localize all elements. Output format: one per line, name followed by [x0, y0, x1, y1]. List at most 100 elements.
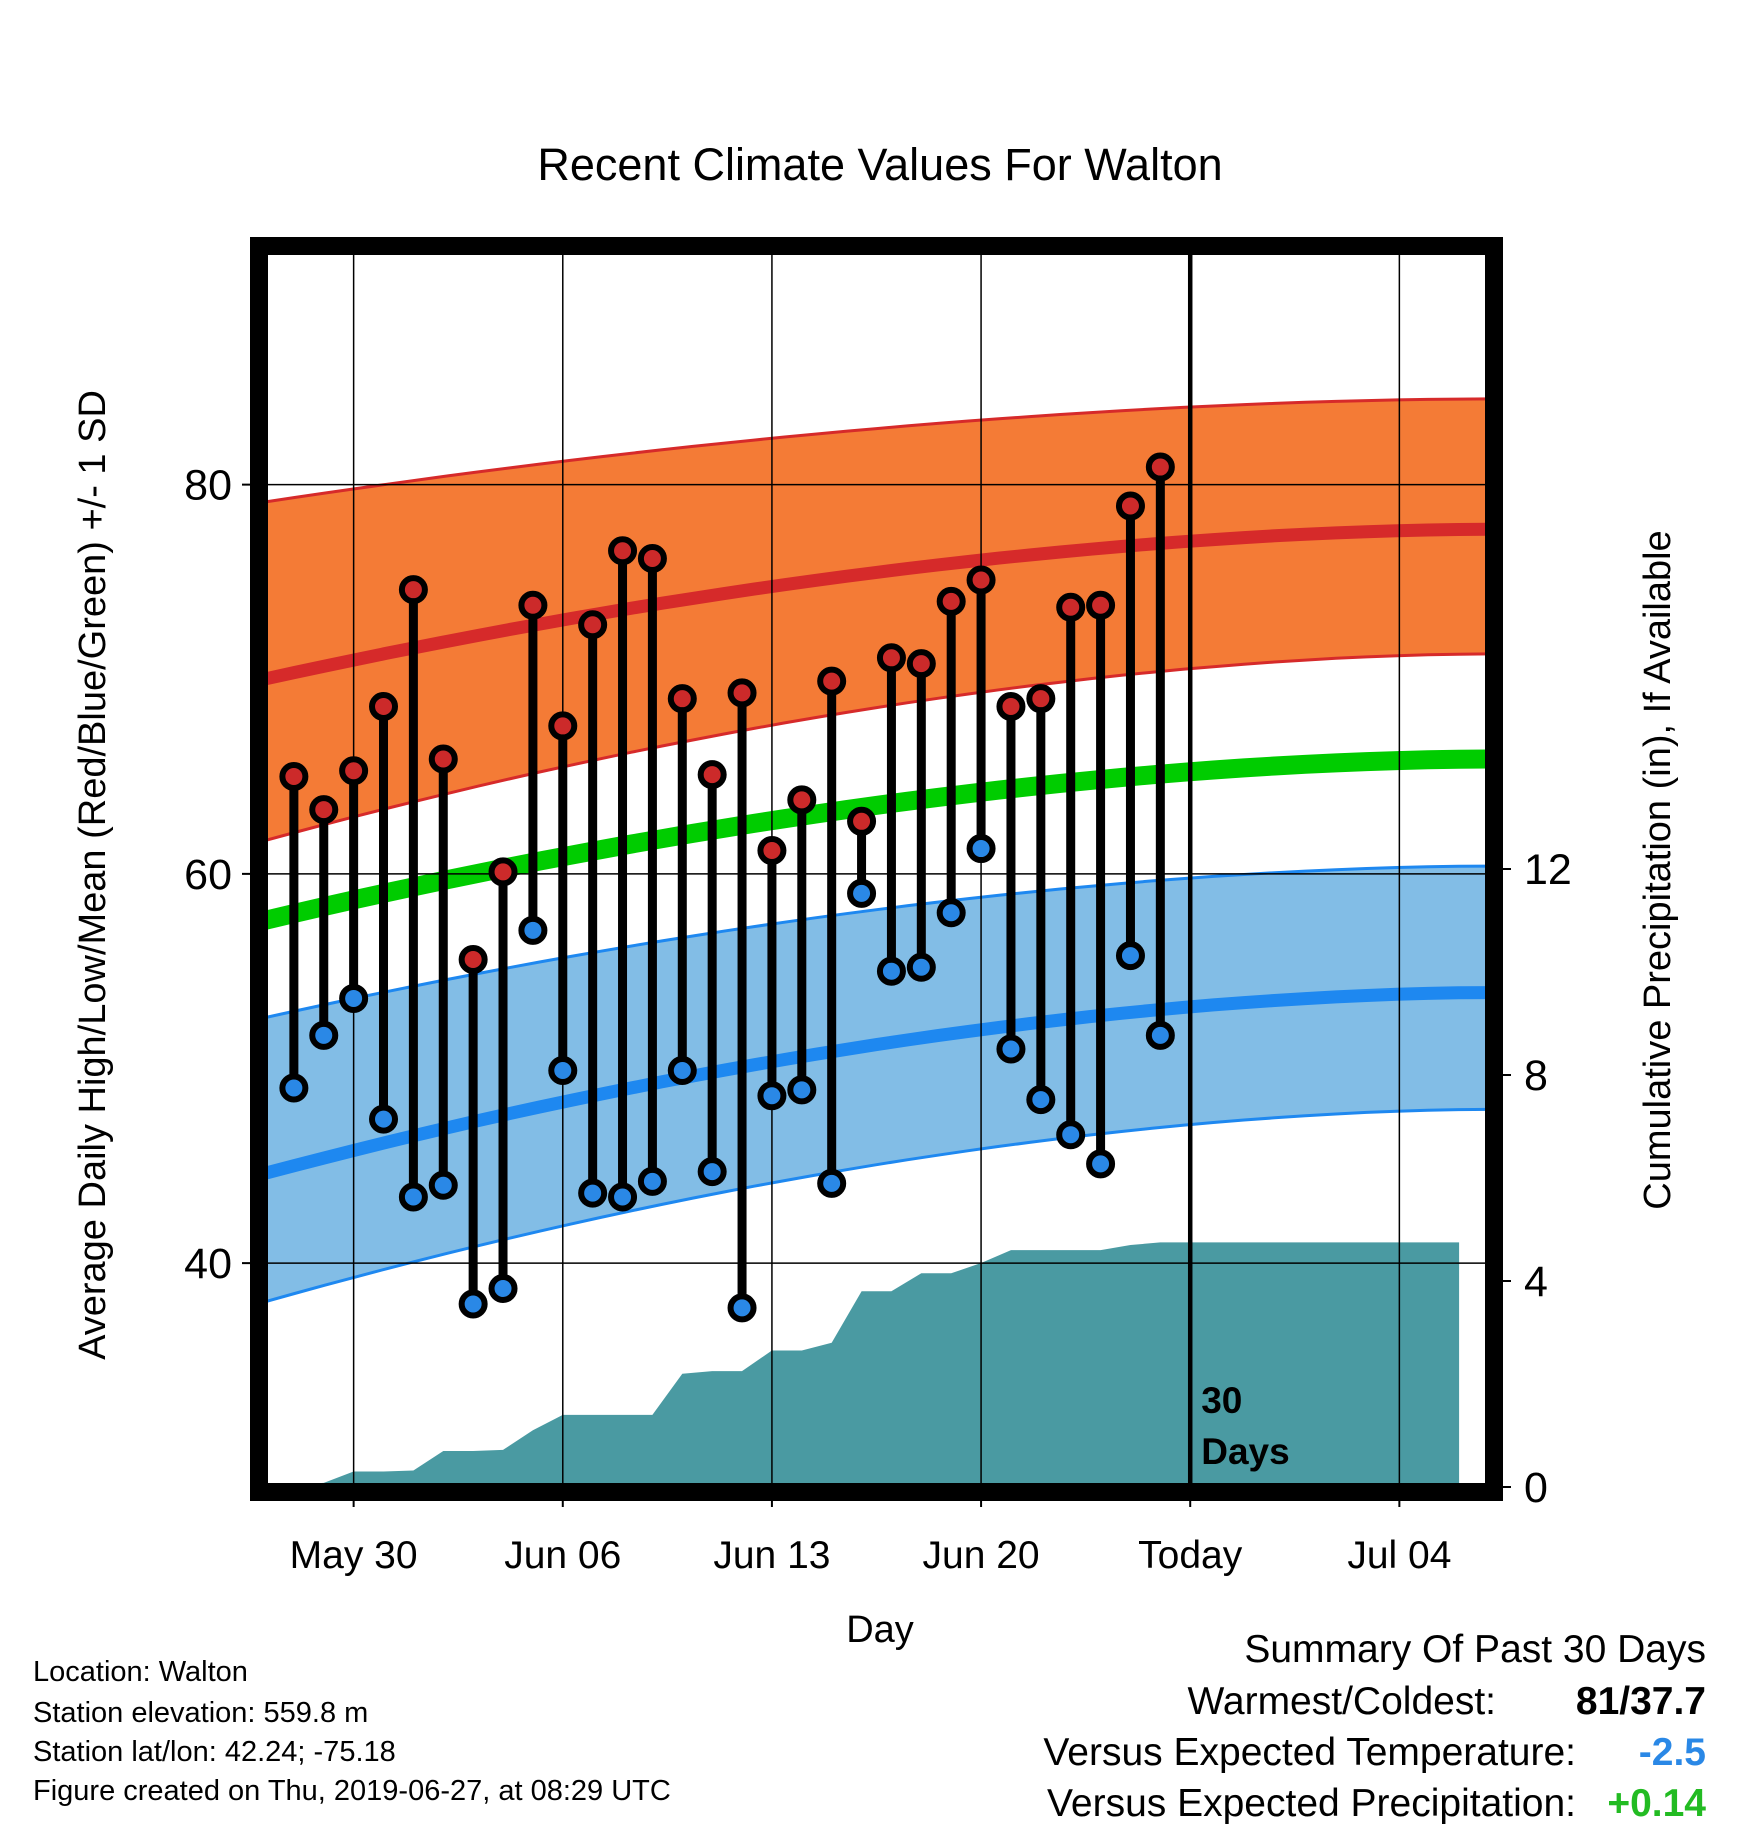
latlon-text: Station lat/lon: 42.24; -75.18 — [33, 1736, 396, 1768]
daily-low-point — [787, 1075, 817, 1105]
daily-high-point — [1026, 684, 1056, 714]
daily-high-point — [578, 610, 608, 640]
normal-low-line — [262, 986, 1490, 1180]
y-left-tick-label: 80 — [184, 462, 232, 510]
daily-low-point — [697, 1157, 727, 1187]
precip-value: +0.14 — [1607, 1782, 1706, 1825]
daily-high-point — [369, 691, 399, 721]
daily-high-point — [876, 643, 906, 673]
y-left-tick-label: 60 — [184, 851, 232, 899]
temp-label: Versus Expected Temperature: — [1043, 1731, 1576, 1774]
daily-low-point — [1026, 1085, 1056, 1115]
daily-low-point — [727, 1293, 757, 1323]
daily-low-point — [1056, 1120, 1086, 1150]
daily-low-point — [966, 834, 996, 864]
daily-low-point — [578, 1178, 608, 1208]
chart-title: Recent Climate Values For Walton — [537, 139, 1222, 190]
summary-heading: Summary Of Past 30 Days — [1244, 1628, 1706, 1671]
plot-area: 30 Days 40 60 80 0 4 8 12 May 30 Jun 06 Jun 13 Jun 2… — [184, 237, 1572, 1577]
daily-low-point — [608, 1182, 638, 1212]
daily-low-point — [847, 878, 877, 908]
x-tick-label: Jun 20 — [923, 1534, 1040, 1577]
normal-high-line — [262, 522, 1490, 686]
normal-low-band — [264, 866, 1489, 1303]
y-axis-left-label: Average Daily High/Low/Mean (Red/Blue/Gr… — [72, 390, 114, 1360]
daily-high-point — [398, 575, 428, 605]
daily-high-point — [757, 836, 787, 866]
daily-high-point — [339, 756, 369, 786]
daily-high-point — [787, 785, 817, 815]
daily-low-point — [369, 1104, 399, 1134]
daily-low-point — [996, 1034, 1026, 1064]
today-marker-label: 30 — [1201, 1380, 1242, 1421]
daily-low-point — [637, 1166, 667, 1196]
normal-low-band-upper-edge — [263, 864, 1490, 1020]
x-tick-label: Jun 13 — [713, 1534, 830, 1577]
daily-low-point — [548, 1055, 578, 1085]
daily-low-point — [1086, 1149, 1116, 1179]
y-right-tick-label: 8 — [1524, 1052, 1548, 1100]
daily-low-point — [518, 915, 548, 945]
x-tick-label: May 30 — [290, 1534, 418, 1577]
normal-high-band-lower-edge — [263, 652, 1490, 843]
daily-high-point — [1145, 452, 1175, 482]
y-right-tick-label: 12 — [1524, 846, 1572, 894]
daily-high-point — [548, 711, 578, 741]
daily-high-point — [966, 565, 996, 595]
daily-low-point — [817, 1168, 847, 1198]
daily-low-point — [667, 1055, 697, 1085]
daily-high-point — [518, 590, 548, 620]
daily-high-point — [1056, 592, 1086, 622]
daily-high-point — [667, 684, 697, 714]
daily-high-point — [309, 795, 339, 825]
today-marker-label: Days — [1201, 1431, 1289, 1472]
normal-high-band-upper-edge — [263, 397, 1490, 504]
daily-low-point — [906, 952, 936, 982]
y-axis-right-label: Cumulative Precipitation (in), If Availa… — [1637, 530, 1679, 1209]
created-text: Figure created on Thu, 2019-06-27, at 08… — [33, 1775, 671, 1807]
y-right-tick-label: 4 — [1524, 1258, 1548, 1306]
daily-low-point — [339, 983, 369, 1013]
x-tick-label: Jul 04 — [1347, 1534, 1451, 1577]
x-tick-label: Jun 06 — [504, 1534, 621, 1577]
daily-high-point — [936, 586, 966, 616]
y-left-tick-label: 40 — [184, 1240, 232, 1288]
daily-high-point — [697, 760, 727, 790]
daily-low-point — [1145, 1020, 1175, 1050]
warmest-label: Warmest/Coldest: — [1187, 1680, 1496, 1723]
daily-high-point — [996, 691, 1026, 721]
warmest-value: 81/37.7 — [1575, 1680, 1706, 1723]
daily-high-point — [847, 806, 877, 836]
daily-high-point — [1115, 491, 1145, 521]
daily-low-point — [936, 898, 966, 928]
temp-value: -2.5 — [1638, 1731, 1706, 1774]
daily-low-point — [309, 1020, 339, 1050]
daily-high-point — [428, 744, 458, 774]
daily-high-point — [906, 649, 936, 679]
elevation-text: Station elevation: 559.8 m — [33, 1697, 369, 1729]
daily-low-point — [428, 1170, 458, 1200]
daily-high-point — [1086, 590, 1116, 620]
daily-high-point — [488, 857, 518, 887]
station-info: Location: Walton Station elevation: 559.… — [33, 1655, 671, 1808]
daily-low-point — [757, 1081, 787, 1111]
x-tick-label: Today — [1138, 1534, 1243, 1577]
daily-low-point — [398, 1182, 428, 1212]
daily-high-point — [458, 945, 488, 975]
daily-low-point — [458, 1289, 488, 1319]
normal-mean-line — [261, 749, 1490, 930]
daily-high-point — [817, 666, 847, 696]
normal-low-band-lower-edge — [263, 1107, 1490, 1304]
precip-label: Versus Expected Precipitation: — [1047, 1782, 1576, 1825]
x-axis-label: Day — [846, 1609, 914, 1651]
daily-low-point — [279, 1073, 309, 1103]
y-right-tick-label: 0 — [1524, 1464, 1548, 1512]
daily-high-point — [608, 536, 638, 566]
daily-high-point — [637, 544, 667, 574]
daily-high-point — [727, 678, 757, 708]
daily-high-point — [279, 762, 309, 792]
location-text: Location: Walton — [33, 1656, 248, 1688]
daily-low-point — [876, 956, 906, 986]
daily-low-point — [1115, 941, 1145, 971]
